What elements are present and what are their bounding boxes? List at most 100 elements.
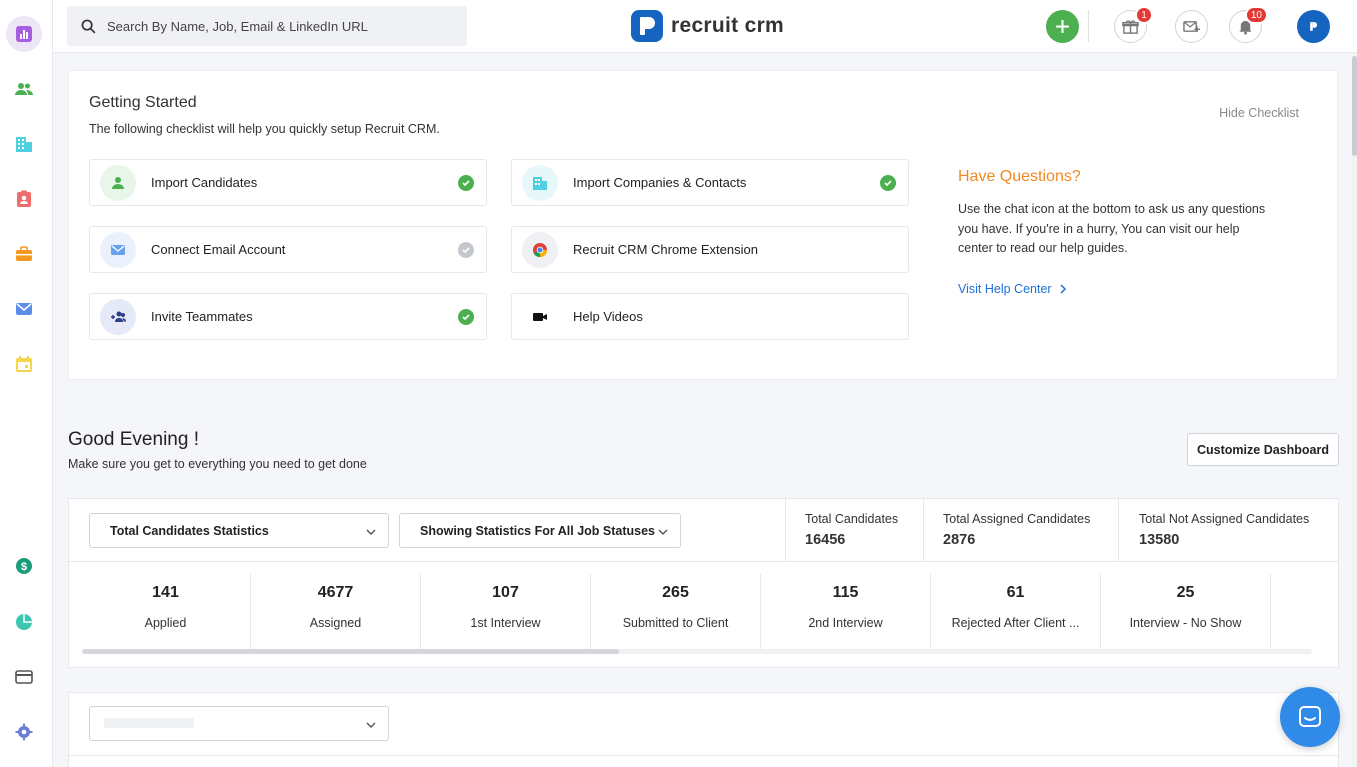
avatar-logo-icon: [1310, 22, 1318, 31]
contacts-icon[interactable]: [6, 181, 42, 217]
stage-label: 1st Interview: [470, 616, 541, 630]
checklist-item-connect-email[interactable]: Connect Email Account: [89, 226, 487, 273]
chevron-down-icon: [366, 529, 376, 535]
chevron-down-icon: [658, 529, 668, 535]
checklist-item-label: Invite Teammates: [151, 309, 253, 324]
dashboard-icon[interactable]: [6, 16, 42, 52]
job-status-dropdown[interactable]: Showing Statistics For All Job Statuses: [399, 513, 681, 548]
greeting-title: Good Evening !: [68, 429, 199, 450]
search-icon: [81, 19, 96, 33]
stage-label: 2nd Interview: [808, 616, 883, 630]
getting-started-panel: Getting Started The following checklist …: [68, 70, 1338, 380]
jobs-icon[interactable]: [6, 236, 42, 272]
questions-title: Have Questions?: [958, 168, 1081, 185]
gift-icon: [1122, 20, 1139, 34]
settings-icon[interactable]: [6, 714, 42, 750]
total-assigned-label: Total Assigned Candidates: [943, 512, 1091, 526]
candidates-icon[interactable]: [6, 71, 42, 107]
bell-icon: [1239, 20, 1252, 35]
checklist-item-import-companies[interactable]: Import Companies & Contacts: [511, 159, 909, 206]
stage-label: Rejected After Client ...: [951, 616, 1080, 630]
divider: [923, 499, 924, 561]
checklist-item-label: Import Companies & Contacts: [573, 175, 747, 190]
horizontal-scrollbar[interactable]: [82, 649, 1312, 654]
search-input[interactable]: [107, 18, 447, 34]
logo-text: recruit crm: [671, 14, 785, 37]
horizontal-scrollbar-thumb[interactable]: [82, 649, 619, 654]
candidate-stats-panel: Total Candidates Statistics Showing Stat…: [68, 498, 1339, 668]
stage-stat-no-show[interactable]: 25 Interview - No Show: [1101, 574, 1271, 649]
divider: [69, 755, 1338, 756]
stage-label: Assigned: [309, 616, 362, 630]
chat-launcher-button[interactable]: [1280, 687, 1340, 747]
checklist-title: Getting Started: [89, 94, 197, 111]
checklist-item-invite-teammates[interactable]: Invite Teammates: [89, 293, 487, 340]
email-icon[interactable]: [6, 291, 42, 327]
customize-dashboard-button[interactable]: Customize Dashboard: [1187, 433, 1339, 466]
plus-icon: [1056, 20, 1069, 33]
divider: [69, 561, 1338, 562]
stage-count: 265: [662, 584, 689, 601]
chevron-down-icon: [366, 722, 376, 728]
stage-stat-1st-interview[interactable]: 107 1st Interview: [421, 574, 591, 649]
checklist-item-label: Import Candidates: [151, 175, 258, 190]
stage-stat-submitted[interactable]: 265 Submitted to Client: [591, 574, 761, 649]
gift-badge: 1: [1135, 6, 1153, 24]
chevron-right-icon: [1060, 284, 1066, 294]
top-bar: recruit crm 1 10: [53, 0, 1357, 53]
visit-help-center-link[interactable]: Visit Help Center: [958, 282, 1068, 296]
stage-stat-rejected[interactable]: 61 Rejected After Client ...: [931, 574, 1101, 649]
quick-add-button[interactable]: [1046, 10, 1079, 43]
stage-label: Submitted to Client: [622, 616, 729, 630]
checklist-item-label: Connect Email Account: [151, 242, 286, 257]
checklist-item-label: Help Videos: [573, 309, 643, 324]
app-logo[interactable]: recruit crm: [631, 10, 784, 42]
widget-dropdown[interactable]: [89, 706, 389, 741]
person-icon: [100, 165, 136, 201]
secondary-widget-panel: [68, 692, 1339, 767]
check-done-icon: [880, 175, 896, 191]
sidebar: $: [0, 0, 53, 767]
envelope-icon: [100, 232, 136, 268]
mail-plus-icon: [1183, 21, 1200, 33]
job-status-value: Showing Statistics For All Job Statuses: [420, 523, 655, 538]
stage-count: 115: [832, 584, 859, 601]
stage-label: Interview - No Show: [1129, 616, 1242, 630]
profile-avatar[interactable]: [1297, 10, 1330, 43]
whats-new-button[interactable]: 1: [1114, 6, 1153, 43]
stats-type-value: Total Candidates Statistics: [110, 523, 269, 538]
notifications-button[interactable]: 10: [1229, 6, 1268, 43]
checklist-item-import-candidates[interactable]: Import Candidates: [89, 159, 487, 206]
stage-stat-applied[interactable]: 141 Applied: [81, 574, 251, 649]
check-done-icon: [458, 309, 474, 325]
stats-type-dropdown[interactable]: Total Candidates Statistics: [89, 513, 389, 548]
notification-badge: 10: [1244, 6, 1268, 24]
stage-count: 25: [1176, 584, 1195, 601]
checklist-item-help-videos[interactable]: Help Videos: [511, 293, 909, 340]
reports-pie-icon[interactable]: [6, 604, 42, 640]
billing-dollar-icon[interactable]: $: [6, 548, 42, 584]
global-search[interactable]: [67, 6, 467, 46]
compose-email-button[interactable]: [1175, 10, 1208, 43]
hide-checklist-link[interactable]: Hide Checklist: [1219, 106, 1299, 120]
logo-mark-icon: [631, 10, 663, 42]
check-pending-icon: [458, 242, 474, 258]
total-candidates-value: 16456: [805, 532, 846, 548]
greeting-subtitle: Make sure you get to everything you need…: [68, 457, 367, 471]
chat-icon: [1299, 706, 1321, 727]
checklist-subtitle: The following checklist will help you qu…: [89, 122, 440, 136]
page-scrollbar-thumb[interactable]: [1352, 56, 1357, 156]
checklist-item-label: Recruit CRM Chrome Extension: [573, 242, 758, 257]
checklist-item-chrome-extension[interactable]: Recruit CRM Chrome Extension: [511, 226, 909, 273]
stage-stat-2nd-interview[interactable]: 115 2nd Interview: [761, 574, 931, 649]
total-candidates-label: Total Candidates: [805, 512, 899, 526]
calendar-icon[interactable]: [6, 346, 42, 382]
divider: [1118, 499, 1119, 561]
companies-icon[interactable]: [6, 126, 42, 162]
building-icon: [522, 165, 558, 201]
chrome-icon: [522, 232, 558, 268]
stage-stat-assigned[interactable]: 4677 Assigned: [251, 574, 421, 649]
credit-card-icon[interactable]: [6, 659, 42, 695]
page-scrollbar[interactable]: [1352, 54, 1357, 767]
stage-count: 61: [1006, 584, 1025, 601]
